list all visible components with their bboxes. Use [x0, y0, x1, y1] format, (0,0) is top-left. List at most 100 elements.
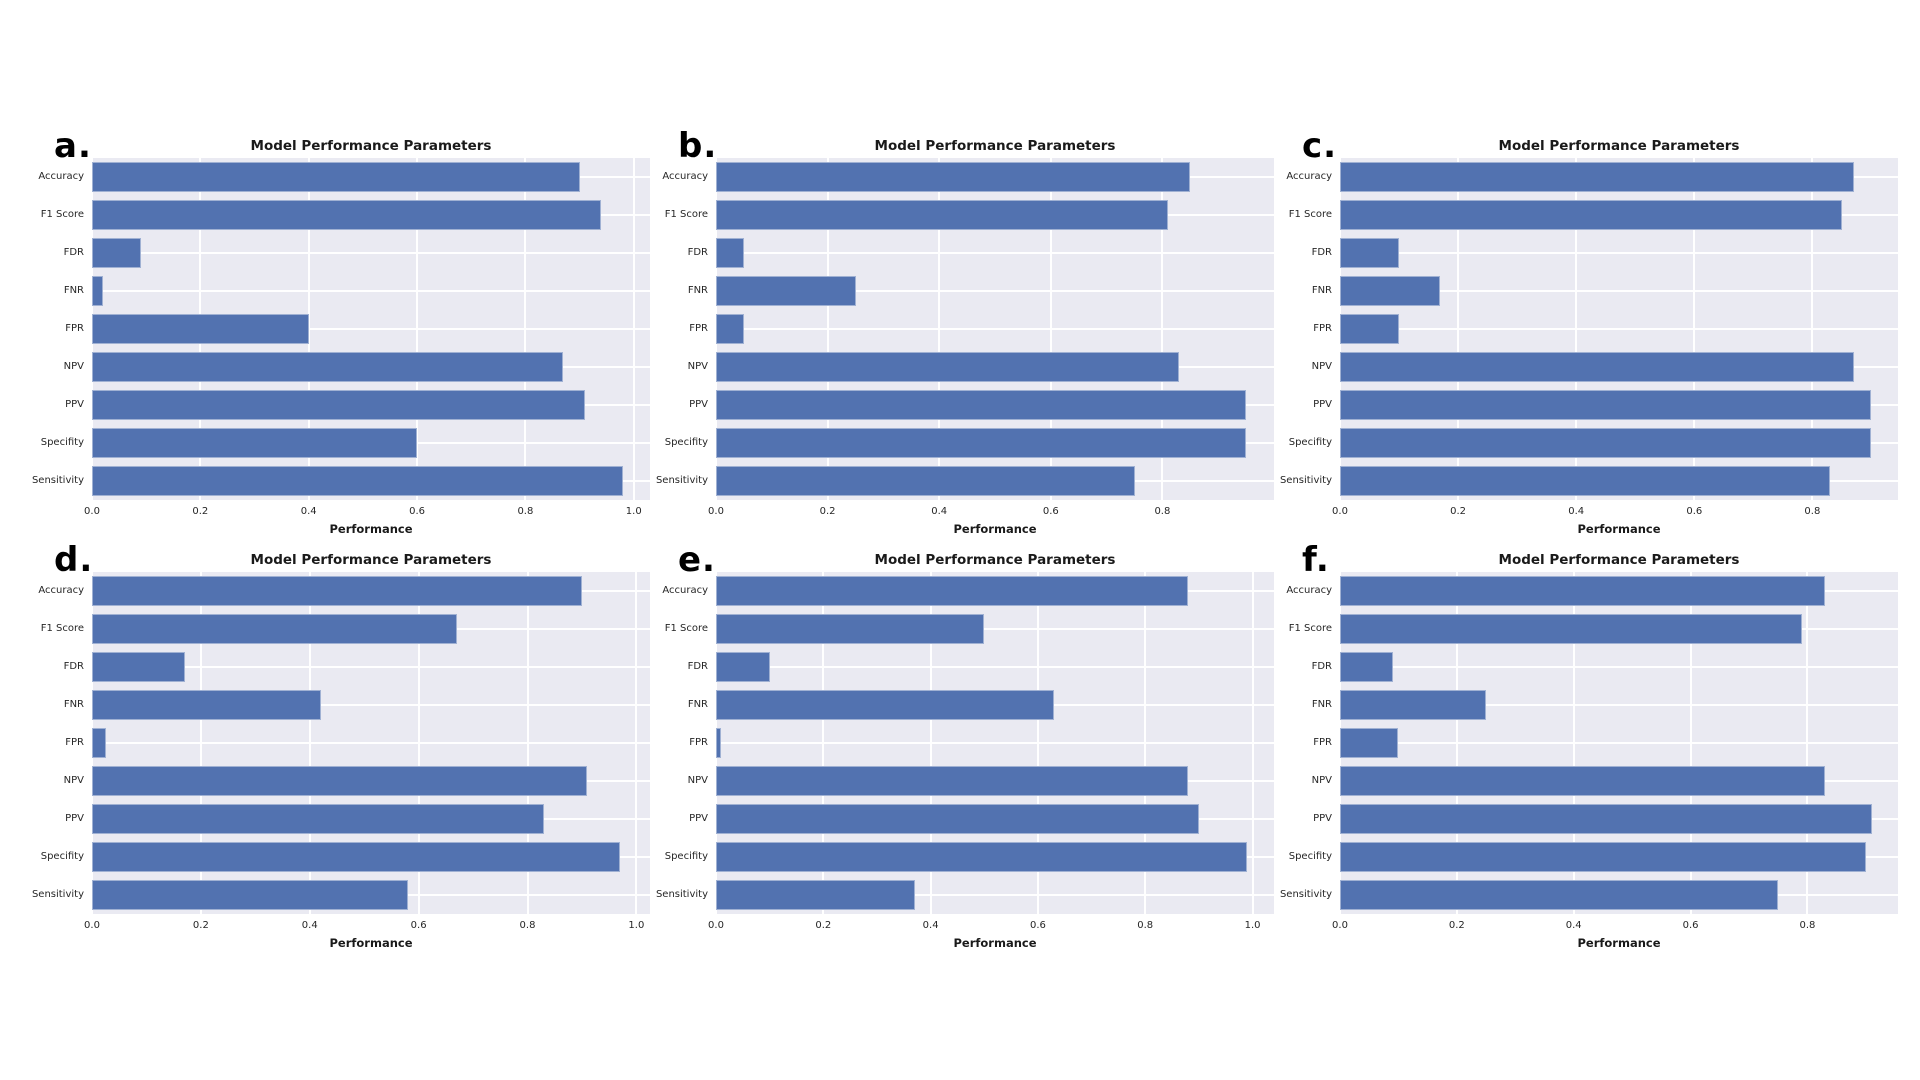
- x-tick-label: 0.2: [1450, 506, 1467, 517]
- bar-npv: [1340, 766, 1825, 796]
- bar-npv: [92, 766, 588, 796]
- bar-npv: [716, 766, 1189, 796]
- x-tick-label: 0.4: [1568, 506, 1585, 517]
- y-tick-label: FPR: [689, 323, 708, 334]
- bar-fpr: [716, 314, 744, 344]
- y-gridline: [1340, 328, 1898, 330]
- x-tick-label: 0.0: [1332, 920, 1348, 931]
- bar-accuracy: [1340, 162, 1854, 192]
- x-axis-label: Performance: [1577, 522, 1661, 536]
- y-tick-label: F1 Score: [40, 623, 84, 634]
- bar-ppv: [716, 390, 1247, 420]
- y-tick-label: NPV: [687, 775, 708, 786]
- chart-title: Model Performance Parameters: [1498, 552, 1740, 568]
- bar-accuracy: [716, 576, 1189, 606]
- bar-fdr: [92, 238, 141, 268]
- x-tick-label: 0.0: [708, 920, 724, 931]
- bar-specifity: [1340, 428, 1872, 458]
- y-gridline: [92, 666, 650, 668]
- y-gridline: [92, 328, 650, 330]
- bar-npv: [92, 352, 564, 382]
- bar-ppv: [92, 390, 585, 420]
- bar-specifity: [92, 428, 418, 458]
- y-tick-label: FPR: [65, 737, 84, 748]
- x-tick-label: 0.2: [1448, 920, 1465, 931]
- y-gridline: [1340, 252, 1898, 254]
- bar-fpr: [1340, 314, 1400, 344]
- x-tick-label: 0.4: [1565, 920, 1582, 931]
- x-tick-label: 0.4: [922, 920, 939, 931]
- y-tick-label: FNR: [687, 699, 708, 710]
- x-tick-label: 0.0: [708, 506, 724, 517]
- bar-npv: [716, 352, 1180, 382]
- y-tick-label: FDR: [687, 661, 708, 672]
- x-tick-label: 0.6: [409, 506, 425, 517]
- bar-f1-score: [716, 614, 985, 644]
- plot-area: [92, 572, 650, 914]
- bar-sensitivity: [1340, 466, 1831, 496]
- y-tick-label: FPR: [1313, 323, 1332, 334]
- x-tick-label: 0.6: [1682, 920, 1699, 931]
- y-tick-label: Sensitivity: [31, 475, 84, 486]
- y-tick-label: PPV: [689, 813, 708, 824]
- bar-f1-score: [1340, 200, 1842, 230]
- y-tick-label: PPV: [1313, 399, 1332, 410]
- x-tick-label: 0.4: [931, 506, 948, 517]
- y-tick-label: Specifity: [40, 851, 84, 862]
- bar-specifity: [92, 842, 621, 872]
- y-tick-label: FNR: [63, 699, 84, 710]
- bar-sensitivity: [1340, 880, 1779, 910]
- y-tick-label: NPV: [63, 775, 84, 786]
- x-tick-label: 1.0: [1244, 920, 1261, 931]
- y-tick-label: F1 Score: [40, 209, 84, 220]
- y-gridline: [1340, 742, 1898, 744]
- y-gridline: [92, 704, 650, 706]
- y-tick-label: Specifity: [664, 437, 708, 448]
- y-tick-label: NPV: [687, 361, 708, 372]
- y-gridline: [716, 742, 1274, 744]
- y-tick-label: Specifity: [1288, 437, 1332, 448]
- chart-title: Model Performance Parameters: [250, 138, 492, 154]
- bar-fpr: [1340, 728, 1399, 758]
- y-gridline: [716, 328, 1274, 330]
- y-tick-label: Accuracy: [662, 585, 708, 596]
- y-gridline: [1340, 704, 1898, 706]
- y-tick-label: FNR: [1311, 285, 1332, 296]
- chart-title: Model Performance Parameters: [874, 138, 1116, 154]
- y-tick-label: Accuracy: [38, 171, 84, 182]
- y-tick-label: F1 Score: [664, 209, 708, 220]
- plot-area: [1340, 158, 1898, 500]
- bar-f1-score: [92, 614, 457, 644]
- bar-npv: [1340, 352, 1854, 382]
- y-tick-label: Accuracy: [1286, 585, 1332, 596]
- bar-accuracy: [92, 576, 582, 606]
- chart-title: Model Performance Parameters: [874, 552, 1116, 568]
- y-tick-label: Specifity: [664, 851, 708, 862]
- y-tick-label: PPV: [65, 399, 84, 410]
- chart-panel-d: d. Model Performance Parameters 0.0 0.2 0.4 0…: [28, 540, 652, 974]
- y-tick-label: PPV: [689, 399, 708, 410]
- y-tick-label: FDR: [63, 247, 84, 258]
- bar-ppv: [1340, 390, 1872, 420]
- y-gridline: [1340, 666, 1898, 668]
- panel-letter: c.: [1302, 126, 1338, 166]
- bar-fnr: [716, 276, 856, 306]
- panel-letter: b.: [678, 126, 718, 166]
- bar-fdr: [716, 652, 770, 682]
- bar-ppv: [92, 804, 544, 834]
- bar-fnr: [1340, 276, 1441, 306]
- x-axis-label: Performance: [953, 936, 1037, 950]
- y-tick-label: Accuracy: [1286, 171, 1332, 182]
- y-tick-label: F1 Score: [1288, 623, 1332, 634]
- y-tick-label: NPV: [1311, 775, 1332, 786]
- x-tick-label: 1.0: [625, 506, 642, 517]
- y-tick-label: Accuracy: [38, 585, 84, 596]
- bar-fpr: [92, 728, 106, 758]
- y-tick-label: Sensitivity: [1279, 475, 1332, 486]
- x-tick-label: 0.4: [300, 506, 317, 517]
- y-gridline: [716, 894, 1274, 896]
- plot-area: [716, 158, 1274, 500]
- y-tick-label: FNR: [687, 285, 708, 296]
- bar-sensitivity: [92, 880, 408, 910]
